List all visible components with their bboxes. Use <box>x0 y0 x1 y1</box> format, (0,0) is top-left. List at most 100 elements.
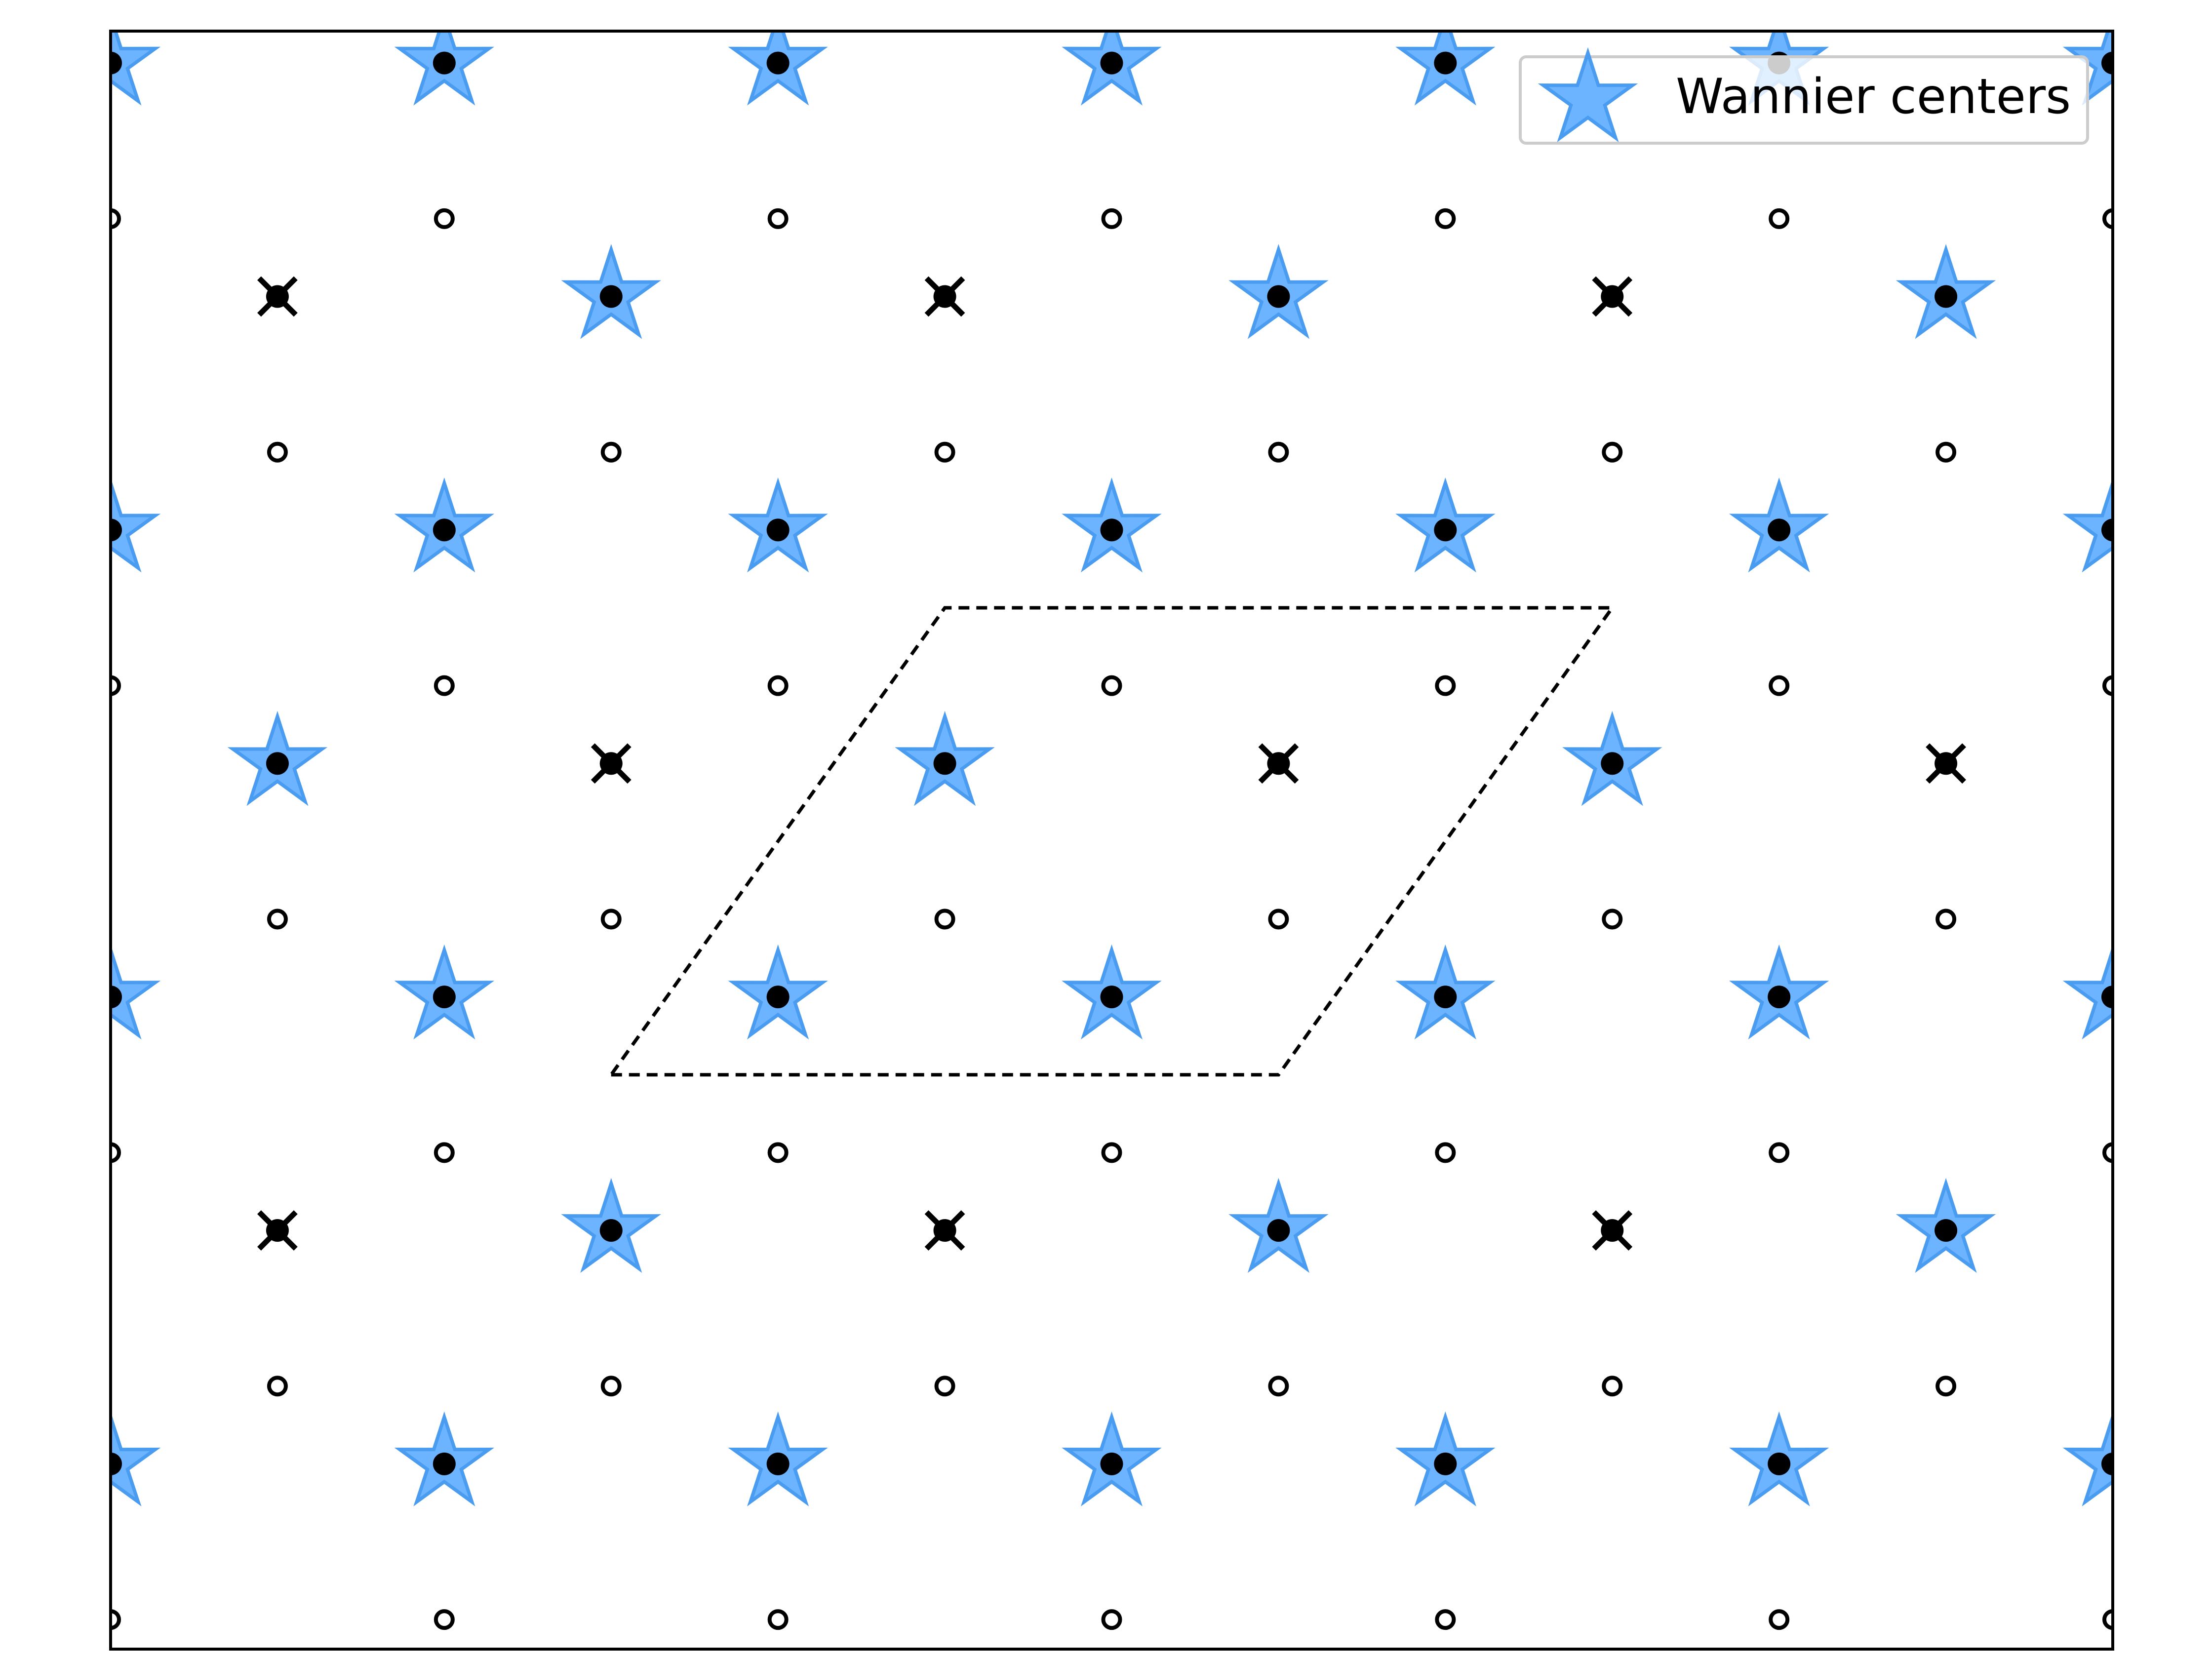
open-circle-marker <box>111 208 121 229</box>
legend-label: Wannier centers <box>1676 69 2071 125</box>
dot-marker <box>1434 518 1457 542</box>
open-circle-marker <box>267 908 288 930</box>
dot-marker <box>766 51 790 75</box>
dot-marker <box>111 51 122 75</box>
cross-marker <box>591 743 632 784</box>
cross-marker <box>1592 276 1633 317</box>
dot-marker <box>1935 1219 1958 1242</box>
star-marker <box>111 477 161 573</box>
open-circle-marker <box>434 208 455 229</box>
dot-marker <box>1601 752 1624 775</box>
open-circle-marker <box>1268 1376 1289 1397</box>
dot-marker <box>766 986 790 1009</box>
cross-marker <box>1258 743 1299 784</box>
open-circle-marker <box>1101 1609 1122 1630</box>
dot-marker <box>2101 986 2113 1009</box>
dot-marker <box>1434 986 1457 1009</box>
open-circle-marker <box>600 441 622 463</box>
open-circle-marker <box>111 1142 121 1163</box>
dot-marker <box>1935 285 1958 308</box>
open-circle-marker <box>2102 208 2113 229</box>
cross-marker <box>1926 743 1966 784</box>
cross-marker <box>924 276 965 317</box>
dot-marker <box>1434 1452 1457 1475</box>
open-circle-marker <box>434 1609 455 1630</box>
star-marker <box>2062 31 2113 106</box>
unit-cell <box>609 606 1616 1077</box>
open-circle-marker <box>1936 441 1957 463</box>
open-circle-marker <box>767 1142 789 1163</box>
dot-marker <box>433 1452 456 1475</box>
open-circle-marker <box>1435 675 1456 696</box>
dot-marker <box>933 752 956 775</box>
legend: Wannier centers <box>1519 47 2089 145</box>
open-circle-marker <box>434 1142 455 1163</box>
open-circle-marker <box>1268 441 1289 463</box>
dot-marker <box>1100 986 1123 1009</box>
dot-marker <box>433 518 456 542</box>
dot-marker <box>766 1452 790 1475</box>
dot-marker <box>111 1452 122 1475</box>
dot-marker <box>599 285 623 308</box>
cross-marker <box>1592 1210 1633 1251</box>
dot-marker <box>111 518 122 542</box>
open-circle-marker <box>1769 675 1790 696</box>
dot-marker <box>1768 518 1791 542</box>
open-circle-marker <box>767 208 789 229</box>
dot-marker <box>433 51 456 75</box>
plot-area <box>111 31 2113 1630</box>
open-circle-marker <box>1435 208 1456 229</box>
open-circle-marker <box>1268 908 1289 930</box>
legend-marker <box>1538 47 1638 143</box>
cross-marker <box>257 276 298 317</box>
open-circle-marker <box>767 1609 789 1630</box>
open-circle-marker <box>1101 675 1122 696</box>
open-circle-marker <box>2102 1609 2113 1630</box>
star-marker <box>2062 944 2113 1040</box>
open-circle-marker <box>1435 1142 1456 1163</box>
plot-frame <box>109 30 2114 1651</box>
star-marker <box>111 31 161 106</box>
open-circle-marker <box>2102 1142 2113 1163</box>
star-marker <box>2062 477 2113 573</box>
dot-marker <box>2101 518 2113 542</box>
open-circle-marker <box>600 908 622 930</box>
dot-marker <box>1434 51 1457 75</box>
open-circle-marker <box>111 1609 121 1630</box>
open-circle-marker <box>1936 1376 1957 1397</box>
dot-marker <box>1100 51 1123 75</box>
open-circle-marker <box>267 441 288 463</box>
open-circle-marker <box>600 1376 622 1397</box>
open-circle-marker <box>111 675 121 696</box>
open-circle-marker <box>1435 1609 1456 1630</box>
open-circle-marker <box>1101 1142 1122 1163</box>
open-circle-marker <box>1602 1376 1623 1397</box>
open-circle-marker <box>1602 908 1623 930</box>
cross-marker <box>257 1210 298 1251</box>
open-circle-marker <box>1769 1609 1790 1630</box>
dot-marker <box>433 986 456 1009</box>
dot-marker <box>1100 1452 1123 1475</box>
open-circle-marker <box>1936 908 1957 930</box>
open-circle-marker <box>1769 208 1790 229</box>
dot-marker <box>2101 1452 2113 1475</box>
open-circle-marker <box>1769 1142 1790 1163</box>
open-circle-marker <box>267 1376 288 1397</box>
dot-marker <box>766 518 790 542</box>
star-marker <box>111 1411 161 1506</box>
open-circle-marker <box>1101 208 1122 229</box>
open-circle-marker <box>934 908 955 930</box>
star-marker <box>2062 1411 2113 1506</box>
dot-marker <box>1100 518 1123 542</box>
dot-marker <box>1267 1219 1290 1242</box>
star-marker <box>111 944 161 1040</box>
dot-marker <box>2101 51 2113 75</box>
dot-marker <box>266 752 289 775</box>
dot-marker <box>111 986 122 1009</box>
dot-marker <box>1768 986 1791 1009</box>
dot-marker <box>1768 1452 1791 1475</box>
open-circle-marker <box>934 1376 955 1397</box>
cross-marker <box>924 1210 965 1251</box>
